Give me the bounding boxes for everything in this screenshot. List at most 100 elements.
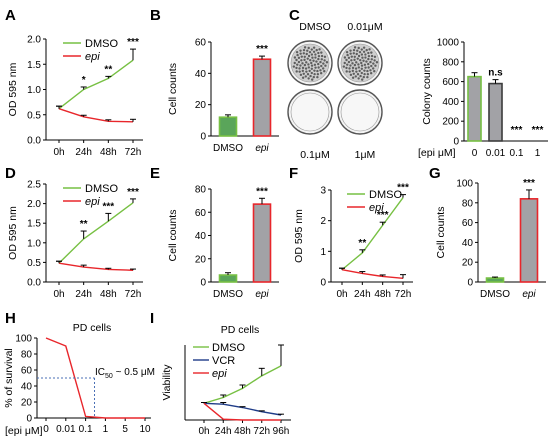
panel-a-legend-dmso: DMSO xyxy=(85,38,118,50)
colony-dot xyxy=(304,75,307,78)
panel-i-legend-dmso: DMSO xyxy=(212,342,245,354)
colony-dot xyxy=(365,48,368,52)
colony-dot xyxy=(317,62,320,66)
panel-a-y-label: OD 595 nm xyxy=(7,62,19,116)
panel-f-y-tick-label: 1 xyxy=(320,247,326,258)
colony-dot xyxy=(312,46,316,49)
panel-b-bar-DMSO xyxy=(218,116,238,137)
panel-e-bar-epi xyxy=(252,203,272,283)
panel-label-f: F xyxy=(289,165,298,182)
panel-h-y-tick-label: 60 xyxy=(21,366,33,377)
panel-f-x-tick-label: 48h xyxy=(374,289,391,300)
colony-dot xyxy=(302,48,306,52)
panel-h-y-tick-label: 0 xyxy=(26,414,32,425)
plate-inner xyxy=(340,92,380,132)
colony-dot xyxy=(346,53,349,57)
panel-b-bar-epi xyxy=(252,58,272,137)
colony-dot xyxy=(360,71,363,75)
panel-a-x-tick-label: 0h xyxy=(53,147,64,158)
colony-dot xyxy=(301,76,305,79)
colony-dot xyxy=(373,59,376,62)
panel-g-y-tick-label: 40 xyxy=(462,238,474,249)
panel-i-y-label: Viability xyxy=(161,364,173,401)
panel-i-x-tick-label: 96h xyxy=(273,426,290,437)
panel-label-h: H xyxy=(5,310,16,327)
panel-h-y-tick-label: 20 xyxy=(21,398,33,409)
panel-f-x-tick-label: 72h xyxy=(395,289,412,300)
colony-dot xyxy=(320,54,324,58)
colony-dot xyxy=(320,51,323,54)
panel-d-y-label: OD 595 nm xyxy=(7,206,19,260)
colony-dot xyxy=(362,46,366,49)
colony-dot xyxy=(317,66,320,69)
panel-i-series-epi-line xyxy=(203,402,281,421)
panel-g-bar-DMSO xyxy=(485,277,505,283)
colony-dot xyxy=(347,60,351,64)
colony-dot xyxy=(366,69,369,73)
panel-h-ic50-annotation: IC50 ~ 0.5 μM xyxy=(95,367,155,380)
panel-i-x-tick-label: 48h xyxy=(234,426,251,437)
colony-dot xyxy=(356,57,359,60)
colony-dot xyxy=(298,70,301,73)
colony-dot xyxy=(315,48,318,52)
colony-dot xyxy=(309,74,312,78)
colony-dot xyxy=(373,55,377,59)
colony-dot xyxy=(361,56,364,59)
colony-dot xyxy=(363,63,367,66)
panel-h-survival-line xyxy=(45,337,145,419)
panel-c-plate-label: 0.01μM xyxy=(347,21,382,33)
colony-dot xyxy=(352,72,355,76)
colony-dot xyxy=(314,53,317,56)
colony-dot xyxy=(312,75,315,79)
panel-c-y-tick-label: 0 xyxy=(453,137,459,148)
panel-e-x-tick-label: epi xyxy=(255,289,269,300)
colony-dot xyxy=(360,61,363,65)
panel-c-x-tick-label: 0 xyxy=(472,148,478,159)
panel-h-x-tick-label: 0.1 xyxy=(79,424,93,435)
colony-dot xyxy=(297,56,301,60)
panel-f-significance: *** xyxy=(397,183,409,194)
colony-dot xyxy=(308,69,311,73)
panel-e-y-tick-label: 20 xyxy=(195,254,207,265)
colony-plate-0-1uM xyxy=(287,89,333,135)
colony-dot xyxy=(357,46,360,50)
colony-dot xyxy=(345,50,349,54)
colony-dot xyxy=(355,52,358,56)
panel-f-legend-epi: epi xyxy=(369,202,384,214)
panel-a-x-tick-label: 24h xyxy=(75,147,92,158)
colony-dot xyxy=(369,72,373,75)
panel-c-plate-label: DMSO xyxy=(299,21,331,33)
panel-h-x-tick-label: 10 xyxy=(139,424,151,435)
colony-dot xyxy=(354,67,358,70)
panel-e-y-tick-label: 0 xyxy=(200,278,206,289)
panel-g-y-tick-label: 20 xyxy=(462,258,474,269)
colony-dot xyxy=(307,66,311,69)
panel-d-x-tick-label: 0h xyxy=(53,289,64,300)
colony-dot xyxy=(351,69,354,73)
panel-a-significance: ** xyxy=(104,64,112,75)
colony-dot xyxy=(349,73,353,77)
panel-a-significance: * xyxy=(82,75,86,86)
panel-c-bar-0.01 xyxy=(488,82,503,142)
panel-d-y-tick-label: 0.0 xyxy=(27,278,41,289)
panel-c-y-tick-label: 600 xyxy=(442,77,459,88)
colony-dot xyxy=(316,75,319,79)
colony-dot xyxy=(355,61,358,64)
colony-dot xyxy=(297,60,301,64)
colony-dot xyxy=(313,69,316,72)
colony-dot xyxy=(299,52,302,55)
panel-f-y-tick-label: 0 xyxy=(320,278,326,289)
colony-dot xyxy=(375,61,379,64)
colony-dot xyxy=(310,61,313,65)
colony-dot xyxy=(306,57,309,60)
colony-dot xyxy=(324,64,327,67)
colony-dot xyxy=(306,73,310,76)
panel-f-legend-dmso: DMSO xyxy=(369,189,402,201)
colony-dot xyxy=(323,70,326,73)
colony-dot xyxy=(295,58,298,62)
colony-dot xyxy=(343,61,346,65)
colony-dot xyxy=(301,69,304,73)
colony-dot xyxy=(358,50,362,54)
colony-dot xyxy=(350,59,353,62)
panel-f-series-epi-line xyxy=(341,269,404,280)
